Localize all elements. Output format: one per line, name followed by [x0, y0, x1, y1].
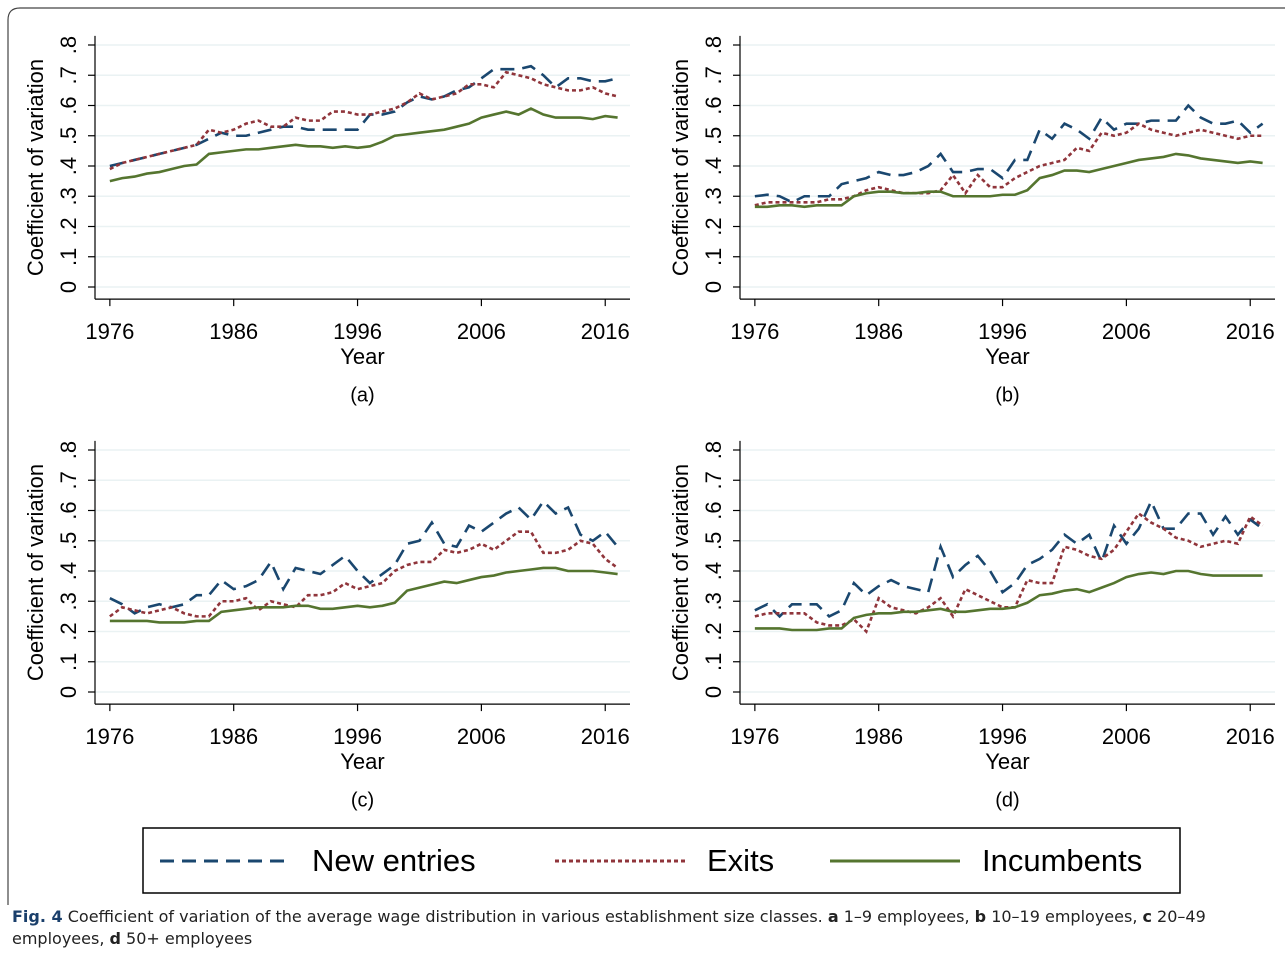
y-tick-label: .5: [56, 127, 81, 145]
x-tick-label: 2006: [1102, 319, 1151, 344]
y-tick-label: .8: [56, 441, 81, 459]
x-tick-label: 1986: [854, 319, 903, 344]
caption-key: c: [1142, 907, 1152, 926]
series-line: [754, 152, 1263, 209]
y-tick-label: .8: [701, 36, 726, 54]
x-tick-label: 2016: [581, 724, 630, 749]
y-tick-label: .6: [56, 501, 81, 519]
caption-item: 50+ employees: [120, 929, 253, 948]
x-tick-label: 2006: [457, 319, 506, 344]
x-tick-label: 2006: [457, 724, 506, 749]
x-tick-label: 1986: [854, 724, 903, 749]
y-axis-label: Coefficient of variation: [23, 59, 48, 276]
series-line: [109, 107, 618, 183]
x-tick-label: 1996: [978, 724, 1027, 749]
caption-key: d: [109, 929, 121, 948]
series-line: [109, 566, 618, 624]
legend-label: Incumbents: [982, 843, 1142, 878]
y-tick-label: .1: [56, 248, 81, 266]
x-tick-label: 1976: [85, 724, 134, 749]
y-tick-label: .1: [701, 653, 726, 671]
caption-key: b: [974, 907, 987, 926]
y-tick-label: 0: [701, 686, 726, 698]
y-tick-label: 0: [56, 686, 81, 698]
y-tick-label: .2: [701, 622, 726, 640]
y-tick-label: .2: [56, 622, 81, 640]
x-tick-label: 1986: [209, 319, 258, 344]
series-line: [109, 64, 618, 168]
y-tick-label: .4: [701, 562, 726, 580]
series-line: [754, 122, 1263, 207]
y-tick-label: .2: [56, 217, 81, 235]
panel-title: (a): [350, 384, 374, 406]
x-tick-label: 1976: [85, 319, 134, 344]
x-tick-label: 1996: [333, 724, 382, 749]
legend-label: New entries: [312, 843, 476, 878]
series-line: [109, 70, 618, 171]
panel-title: (d): [995, 789, 1019, 811]
y-tick-label: .4: [56, 562, 81, 580]
x-axis-label: Year: [985, 344, 1029, 369]
series-line: [109, 499, 619, 615]
x-tick-label: 1976: [730, 724, 779, 749]
caption-item: 20–49 employees,: [12, 907, 1206, 948]
panel-title: (c): [351, 789, 374, 811]
y-tick-label: .1: [56, 653, 81, 671]
y-tick-label: .8: [701, 441, 726, 459]
x-tick-label: 2006: [1102, 724, 1151, 749]
y-tick-label: .5: [701, 532, 726, 550]
caption-label: Fig. 4: [12, 907, 63, 926]
y-tick-label: .5: [56, 532, 81, 550]
y-tick-label: .1: [701, 248, 726, 266]
caption-item: 1–9 employees,: [838, 907, 975, 926]
x-tick-label: 1996: [333, 319, 382, 344]
y-axis-label: Coefficient of variation: [23, 464, 48, 681]
series-line: [754, 498, 1264, 619]
caption-key: a: [827, 907, 839, 926]
x-axis-label: Year: [985, 749, 1029, 774]
x-axis-label: Year: [340, 344, 384, 369]
series-line: [754, 103, 1264, 204]
figure: 0 .1 .2 .3 .4 .5 .6 .7 .8 1976 1986 1996 2006 2016 Yea…: [7, 7, 1285, 905]
y-tick-label: .3: [701, 187, 726, 205]
series-line: [754, 569, 1263, 632]
y-tick-label: .7: [56, 66, 81, 84]
x-tick-label: 2016: [1226, 724, 1275, 749]
frame: [7, 7, 1285, 905]
caption-text: Coefficient of variation of the average …: [62, 907, 828, 926]
x-tick-label: 1976: [730, 319, 779, 344]
y-tick-label: .4: [701, 157, 726, 175]
y-tick-label: .6: [701, 501, 726, 519]
y-axis-label: Coefficient of variation: [668, 464, 693, 681]
y-tick-label: .7: [701, 66, 726, 84]
y-tick-label: .7: [701, 471, 726, 489]
legend-label: Exits: [707, 843, 774, 878]
y-tick-label: .6: [56, 96, 81, 114]
y-tick-label: .3: [56, 592, 81, 610]
y-axis-label: Coefficient of variation: [668, 59, 693, 276]
y-tick-label: .4: [56, 157, 81, 175]
caption-item: 10–19 employees,: [986, 907, 1143, 926]
x-tick-label: 1986: [209, 724, 258, 749]
y-tick-label: .7: [56, 471, 81, 489]
y-tick-label: .3: [701, 592, 726, 610]
y-tick-label: .6: [701, 96, 726, 114]
y-tick-label: 0: [56, 281, 81, 293]
x-tick-label: 2016: [1226, 319, 1275, 344]
x-tick-label: 1996: [978, 319, 1027, 344]
caption: Fig. 4 Coefficient of variation of the a…: [12, 906, 1280, 950]
x-axis-label: Year: [340, 749, 384, 774]
y-tick-label: .8: [56, 36, 81, 54]
panel-title: (b): [995, 384, 1019, 406]
series-line: [754, 511, 1264, 634]
y-tick-label: 0: [701, 281, 726, 293]
y-tick-label: .3: [56, 187, 81, 205]
series-line: [109, 530, 619, 618]
x-tick-label: 2016: [581, 319, 630, 344]
y-tick-label: .5: [701, 127, 726, 145]
y-tick-label: .2: [701, 217, 726, 235]
